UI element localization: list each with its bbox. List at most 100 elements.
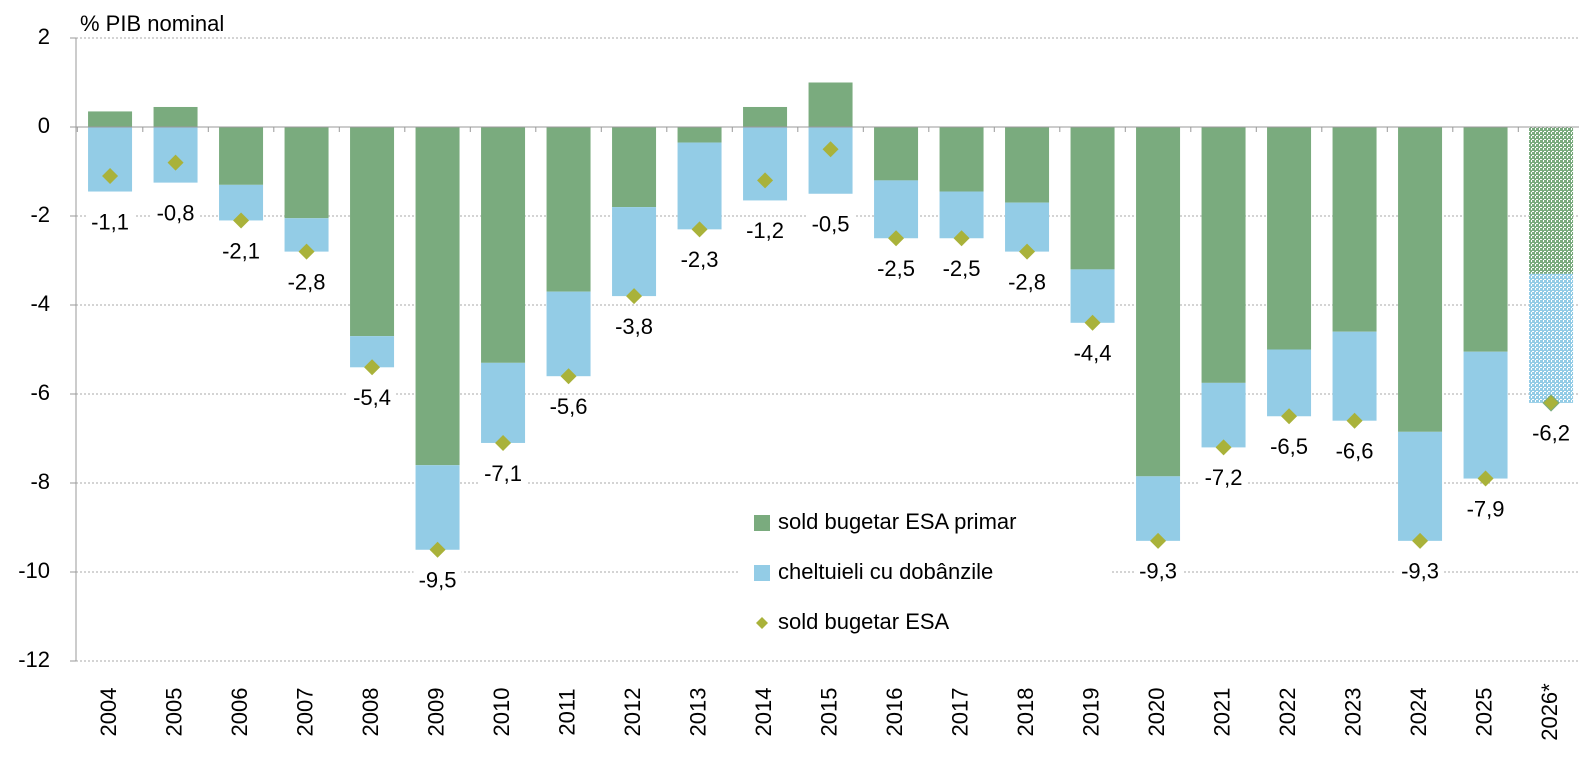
marker: [1412, 532, 1429, 549]
x-tick-label: 2012: [620, 688, 645, 737]
label-bg: [610, 315, 659, 342]
data-label: -9,5: [419, 568, 457, 593]
data-label: -9,3: [1401, 559, 1439, 584]
bar: [874, 127, 919, 181]
x-tick-label: 2025: [1471, 688, 1496, 737]
marker: [1542, 394, 1560, 412]
label-bg: [1527, 421, 1576, 448]
bar: [612, 127, 657, 208]
marker: [888, 230, 905, 247]
marker: [167, 154, 184, 171]
bar: [1136, 476, 1181, 541]
x-tick-label: 2023: [1340, 688, 1365, 737]
bar: [1463, 351, 1508, 479]
bar: [481, 127, 526, 363]
bar: [1398, 431, 1443, 541]
y-tick-label: -8: [30, 469, 50, 494]
marker: [953, 230, 970, 247]
bar: [612, 207, 657, 297]
y-tick-label: -2: [30, 202, 50, 227]
marker: [626, 288, 643, 305]
bar: [743, 106, 788, 127]
data-label: -1,1: [91, 209, 129, 234]
marker: [757, 172, 774, 189]
marker: [429, 541, 446, 558]
data-label: -2,8: [288, 269, 326, 294]
bar: [1005, 202, 1050, 252]
label-bg: [1134, 559, 1183, 586]
marker: [1084, 314, 1101, 331]
data-label: -6,2: [1532, 421, 1570, 446]
x-tick-label: 2024: [1406, 688, 1431, 737]
label-bg: [1003, 270, 1052, 297]
bar: [284, 127, 329, 219]
y-tick-label: -6: [30, 380, 50, 405]
bar: [481, 362, 526, 443]
y-tick-label: -4: [30, 291, 50, 316]
marker: [1150, 532, 1167, 549]
data-label: -6,5: [1270, 434, 1308, 459]
marker: [1477, 470, 1494, 487]
marker: [102, 167, 119, 184]
marker: [1215, 439, 1232, 456]
marker: [495, 434, 512, 451]
bar: [874, 180, 919, 239]
bar: [1529, 273, 1574, 403]
x-tick-label: 2008: [358, 688, 383, 737]
legend-label: cheltuieli cu dobânzile: [778, 559, 993, 584]
x-tick-label: 2020: [1144, 688, 1169, 737]
x-tick-label: 2022: [1275, 688, 1300, 737]
bar: [350, 127, 395, 337]
bar: [219, 127, 264, 185]
bar: [88, 111, 133, 127]
data-label: -7,9: [1467, 496, 1505, 521]
label-bg: [1396, 559, 1445, 586]
label-bg: [1068, 341, 1117, 368]
x-tick-label: 2014: [751, 688, 776, 737]
data-label: -2,3: [681, 247, 719, 272]
data-label: -3,8: [615, 314, 653, 339]
label-bg: [151, 201, 200, 228]
label-bg: [1265, 435, 1314, 462]
x-tick-label: 2010: [489, 688, 514, 737]
data-label: -2,8: [1008, 269, 1046, 294]
x-tick-label: 2026*: [1537, 683, 1562, 741]
label-bg: [282, 270, 331, 297]
x-tick-label: 2017: [947, 688, 972, 737]
legend-swatch: [754, 515, 770, 531]
bar: [1332, 127, 1377, 332]
legend-bg: [740, 497, 1110, 647]
bar: [1201, 382, 1246, 448]
bar: [415, 127, 460, 466]
bar: [1005, 127, 1050, 203]
y-tick-label: 2: [38, 24, 50, 49]
x-tick-label: 2013: [685, 688, 710, 737]
label-bg: [1461, 497, 1510, 524]
bar: [677, 142, 722, 230]
bar: [1201, 127, 1246, 383]
legend-swatch: [756, 617, 768, 629]
label-bg: [937, 257, 986, 284]
bar: [1267, 349, 1312, 417]
data-label: -1,2: [746, 218, 784, 243]
data-label: -5,6: [550, 394, 588, 419]
label-bg: [479, 461, 528, 488]
bar: [415, 465, 460, 550]
bar: [1070, 127, 1115, 270]
data-label: -6,6: [1336, 439, 1374, 464]
label-bg: [872, 257, 921, 284]
marker: [560, 368, 577, 385]
bar: [808, 82, 853, 127]
data-label: -4,4: [1074, 341, 1112, 366]
bar: [1398, 127, 1443, 432]
bar: [1070, 269, 1115, 323]
data-label: -7,1: [484, 461, 522, 486]
marker: [691, 221, 708, 238]
marker: [364, 359, 381, 376]
x-tick-label: 2007: [292, 688, 317, 737]
data-label: -9,3: [1139, 559, 1177, 584]
marker: [298, 243, 315, 260]
data-label: -2,1: [222, 238, 260, 263]
data-label: -0,8: [157, 200, 195, 225]
x-tick-label: 2009: [423, 688, 448, 737]
